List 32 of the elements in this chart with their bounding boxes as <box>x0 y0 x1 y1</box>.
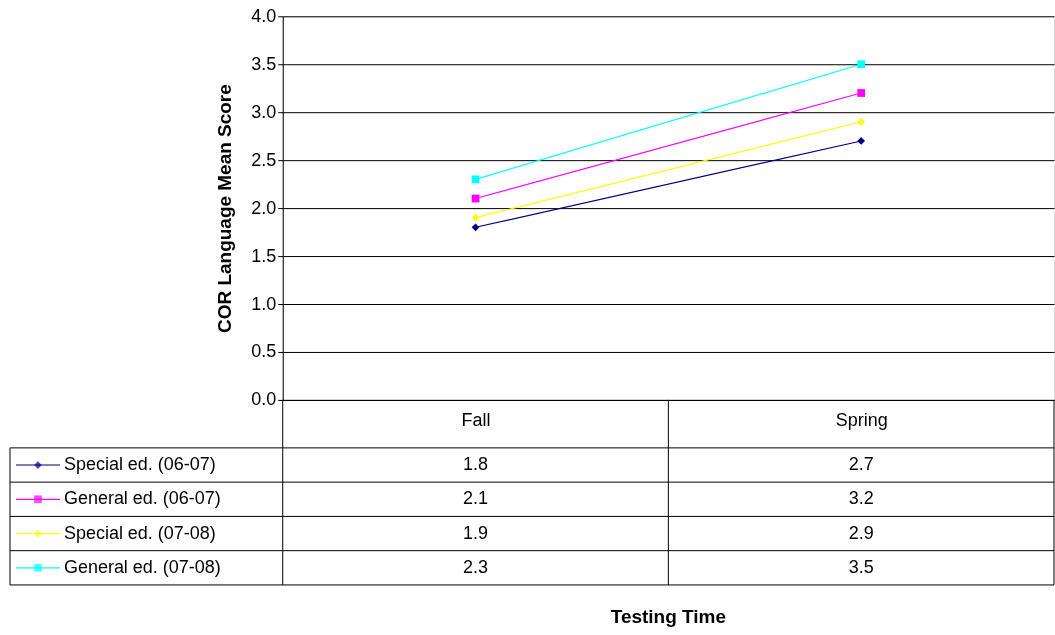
data-label: 2.1 <box>463 488 489 509</box>
y-tick-label: 0.5 <box>251 341 277 362</box>
point <box>471 175 480 184</box>
data-label: 1.8 <box>463 454 489 474</box>
point <box>471 213 480 222</box>
point <box>857 89 866 97</box>
y-tick-label: 3.5 <box>251 53 277 74</box>
data-label: 2.9 <box>848 522 874 543</box>
y-tick-label: 1.5 <box>251 245 277 266</box>
point <box>857 117 866 126</box>
y-tick-label: 4.0 <box>251 5 277 26</box>
x-tick-label: Spring <box>835 410 888 431</box>
point <box>857 137 866 145</box>
point <box>471 223 480 232</box>
data-label: 2.3 <box>463 556 489 577</box>
data-label: 1.9 <box>463 522 489 543</box>
data-label: 3.2 <box>848 488 874 509</box>
point <box>857 60 866 69</box>
legend-label: General ed. (07-08) <box>63 556 221 577</box>
data-label: 3.5 <box>848 556 874 577</box>
legend-label: Special ed. (06-07) <box>63 454 216 474</box>
legend-label: General ed. (06-07) <box>63 488 221 509</box>
y-tick-label: 2.0 <box>251 197 277 218</box>
legend-label: Special ed. (07-08) <box>63 522 216 543</box>
y-tick-label: 0.0 <box>251 389 277 410</box>
y-axis-title: COR Language Mean Score <box>214 84 236 333</box>
x-tick-label: Fall <box>461 410 491 431</box>
y-tick-label: 1.0 <box>251 293 277 314</box>
text: Testing Time <box>610 605 726 627</box>
y-tick-label: 3.0 <box>251 101 277 122</box>
y-tick-label: 2.5 <box>251 149 277 170</box>
data-label: 2.7 <box>848 454 874 474</box>
